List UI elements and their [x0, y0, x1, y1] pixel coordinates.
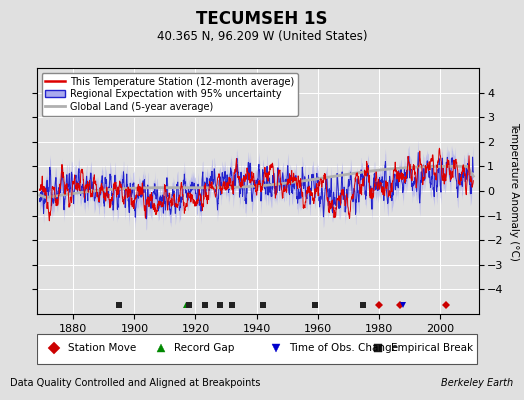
Text: Station Move: Station Move	[68, 343, 136, 353]
Text: Time of Obs. Change: Time of Obs. Change	[289, 343, 398, 353]
Text: 40.365 N, 96.209 W (United States): 40.365 N, 96.209 W (United States)	[157, 30, 367, 43]
Y-axis label: Temperature Anomaly (°C): Temperature Anomaly (°C)	[509, 122, 519, 260]
Text: TECUMSEH 1S: TECUMSEH 1S	[196, 10, 328, 28]
Legend: This Temperature Station (12-month average), Regional Expectation with 95% uncer: This Temperature Station (12-month avera…	[41, 73, 298, 116]
Text: Record Gap: Record Gap	[174, 343, 234, 353]
Text: Data Quality Controlled and Aligned at Breakpoints: Data Quality Controlled and Aligned at B…	[10, 378, 261, 388]
FancyBboxPatch shape	[37, 334, 477, 364]
Text: Berkeley Earth: Berkeley Earth	[441, 378, 514, 388]
Text: Empirical Break: Empirical Break	[391, 343, 473, 353]
